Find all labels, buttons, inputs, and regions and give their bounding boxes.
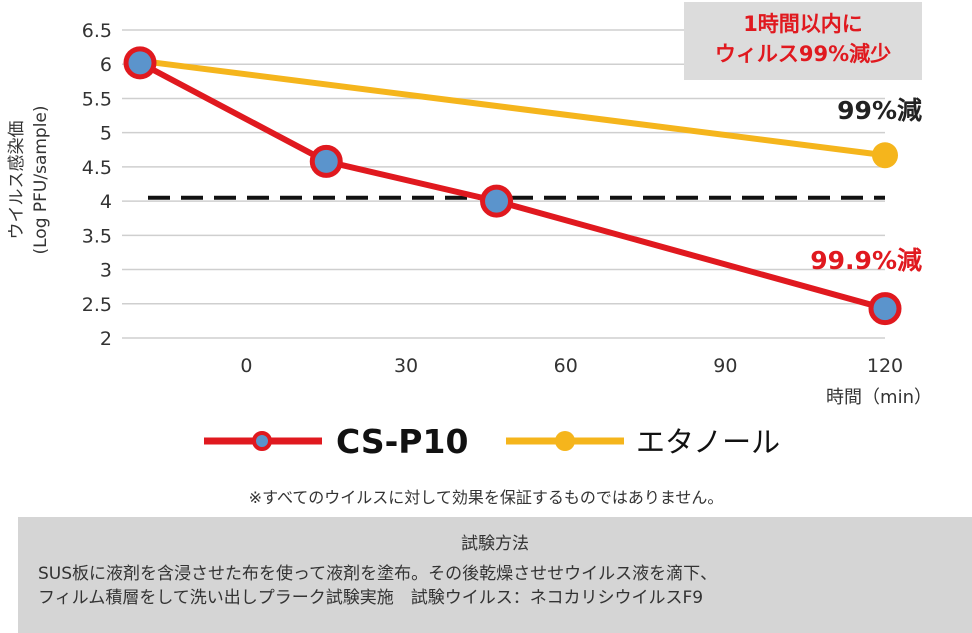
y-axis-label-line1: ウイルス感染価 (7, 121, 27, 240)
callout-line1: 1時間以内に (743, 12, 863, 36)
x-tick-label: 30 (394, 355, 418, 377)
y-axis-ticks: 6.5 6 5.5 5 4.5 4 3.5 3 2.5 2 (82, 20, 112, 350)
y-tick-label: 6.5 (82, 20, 112, 42)
data-point (868, 292, 902, 326)
callout-box: 1時間以内に ウィルス99%減少 (684, 2, 922, 80)
method-line2: フィルム積層をして洗い出しプラーク試験実施 試験ウイルス：ネコカリシウイルスF9 (38, 588, 704, 608)
data-point (480, 184, 514, 218)
disclaimer-note: ※すべてのウイルスに対して効果を保証するものではありません。 (248, 488, 724, 507)
test-method-box: 試験方法 SUS板に液剤を含浸させた布を使って液剤を塗布。その後乾燥させせウイル… (18, 517, 972, 633)
y-tick-label: 4 (100, 191, 112, 213)
y-tick-label: 2 (100, 328, 112, 350)
ethanol-reduction-label: 99%減 (837, 96, 922, 125)
callout-line2: ウィルス99%減少 (714, 42, 892, 66)
y-axis-label-line2: (Log PFU/sample) (31, 105, 51, 254)
data-point (309, 144, 343, 178)
x-tick-label: 120 (867, 355, 903, 377)
x-axis-ticks: 0 30 60 90 120 (240, 355, 903, 377)
legend: CS-P10 エタノール (204, 422, 780, 461)
method-line1: SUS板に液剤を含浸させた布を使って液剤を塗布。その後乾燥させせウイルス液を滴下… (38, 564, 718, 584)
x-tick-label: 60 (554, 355, 578, 377)
y-tick-label: 4.5 (82, 157, 112, 179)
legend-csp10-label: CS-P10 (336, 422, 468, 461)
data-point (872, 142, 898, 169)
csp10-reduction-label: 99.9%減 (810, 246, 922, 275)
y-tick-label: 2.5 (82, 294, 112, 316)
y-tick-label: 6 (100, 54, 112, 76)
series-group (123, 46, 902, 326)
x-tick-label: 90 (713, 355, 737, 377)
method-title: 試験方法 (461, 534, 529, 554)
y-tick-label: 5 (100, 123, 112, 145)
x-tick-label: 0 (240, 355, 252, 377)
legend-ethanol-label: エタノール (636, 425, 780, 459)
y-tick-label: 3 (100, 260, 112, 282)
y-tick-label: 5.5 (82, 88, 112, 110)
series-line (138, 60, 886, 312)
series-line (139, 57, 886, 159)
y-tick-label: 3.5 (82, 225, 112, 247)
x-axis-label: 時間（min） (826, 387, 932, 408)
line-chart: 6.565.554.543.532.52 0 30 60 90 120 ウイルス感染価 … (7, 20, 932, 461)
legend-csp10-marker (252, 431, 272, 451)
legend-ethanol-marker (555, 431, 575, 451)
data-point (123, 46, 157, 80)
